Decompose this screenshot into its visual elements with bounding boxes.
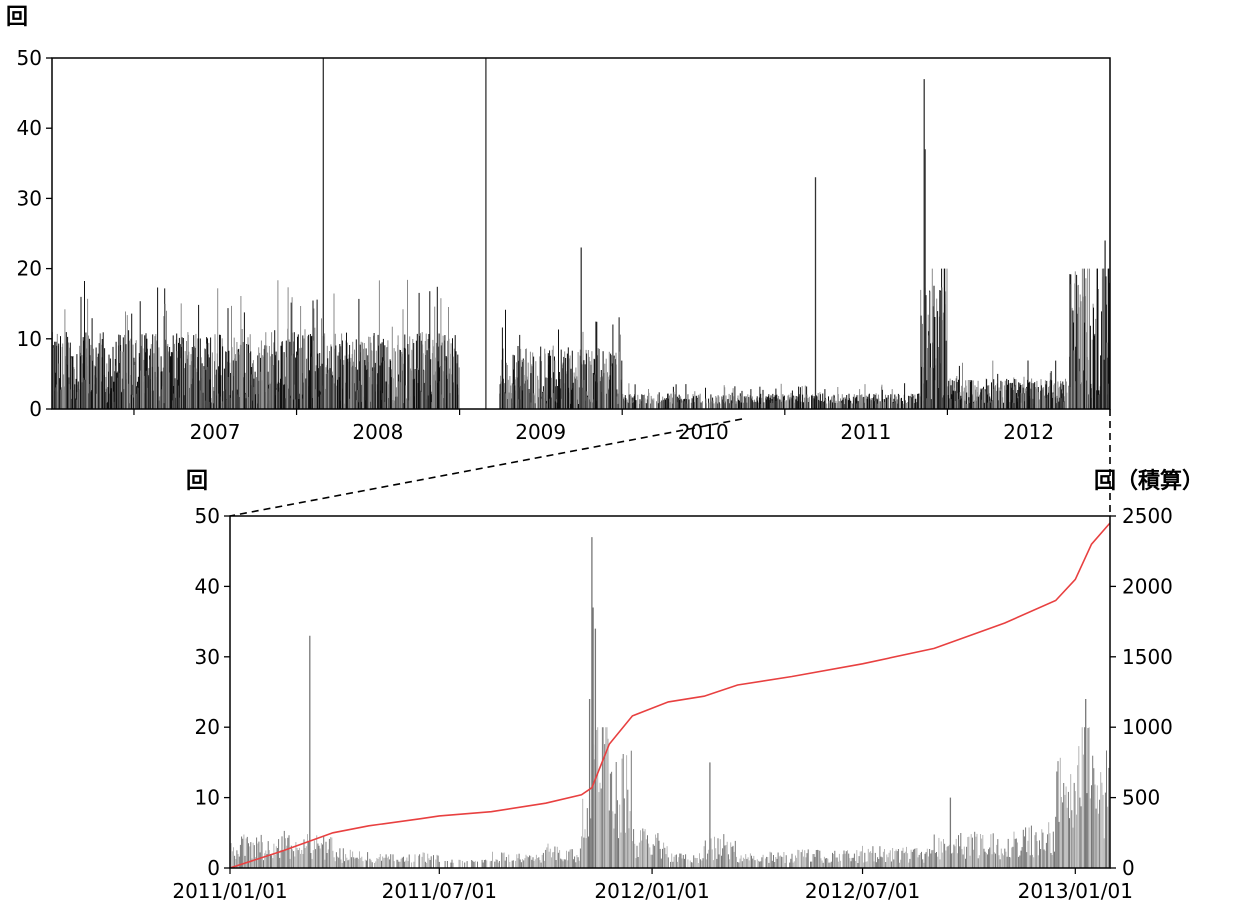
- top-bars: [51, 58, 1111, 409]
- y2-tick-label: 2500: [1122, 504, 1173, 528]
- bottom-y2-unit: 回（積算）: [1094, 468, 1204, 494]
- x-tick-label: 2011/07/01: [382, 879, 497, 903]
- bottom-y2-axis: 0 500 1000 1500 2000 2500: [1110, 504, 1173, 880]
- bottom-bars: [229, 537, 1110, 868]
- x-tick-label: 2012: [1003, 420, 1054, 444]
- x-tick-label: 2011: [840, 420, 891, 444]
- top-y-unit: 回: [6, 5, 28, 30]
- y-tick-label: 10: [17, 327, 42, 351]
- y-tick-label: 50: [17, 46, 42, 70]
- x-tick-label: 2012/07/01: [805, 879, 920, 903]
- bottom-plot-frame: [229, 515, 1111, 869]
- bottom-y-axis: 0 10 20 30 40 50: [195, 504, 230, 880]
- x-tick-label: 2013/01/01: [1018, 879, 1133, 903]
- top-chart: 回 0 10 20 30 40 50 2007 2008 2009 2010 2011 2012: [6, 5, 1111, 444]
- zoom-connector-left: [229, 418, 743, 517]
- bottom-y-unit: 回: [186, 469, 208, 494]
- top-y-axis: 0 10 20 30 40 50: [17, 46, 52, 421]
- y-tick-label: 0: [207, 856, 220, 880]
- y2-tick-label: 0: [1122, 856, 1135, 880]
- y2-tick-label: 500: [1122, 786, 1160, 810]
- x-tick-label: 2011/01/01: [172, 879, 287, 903]
- bottom-chart: 回 回（積算） 0 10 20 30 40 50 0 500 1000 1500 2000 2500…: [172, 468, 1204, 903]
- y-tick-label: 10: [195, 786, 220, 810]
- cumulative-line: [229, 522, 1111, 869]
- x-tick-label: 2010: [678, 420, 729, 444]
- y-tick-label: 30: [195, 645, 220, 669]
- top-plot-frame: [51, 57, 1111, 410]
- y-tick-label: 40: [17, 116, 42, 140]
- y-tick-label: 20: [195, 715, 220, 739]
- top-x-axis: 2007 2008 2009 2010 2011 2012: [133, 409, 1054, 444]
- y-tick-label: 40: [195, 574, 220, 598]
- x-tick-label: 2007: [190, 420, 241, 444]
- y2-tick-label: 2000: [1122, 574, 1173, 598]
- x-tick-label: 2008: [352, 420, 403, 444]
- y2-tick-label: 1500: [1122, 645, 1173, 669]
- y-tick-label: 20: [17, 257, 42, 281]
- y2-tick-label: 1000: [1122, 715, 1173, 739]
- bottom-x-axis: 2011/01/01 2011/07/01 2012/01/01 2012/07/01…: [172, 868, 1133, 903]
- y-tick-label: 30: [17, 186, 42, 210]
- x-tick-label: 2009: [515, 420, 566, 444]
- y-tick-label: 50: [195, 504, 220, 528]
- y-tick-label: 0: [29, 397, 42, 421]
- zoom-connector: [229, 409, 1111, 517]
- x-tick-label: 2012/01/01: [594, 879, 709, 903]
